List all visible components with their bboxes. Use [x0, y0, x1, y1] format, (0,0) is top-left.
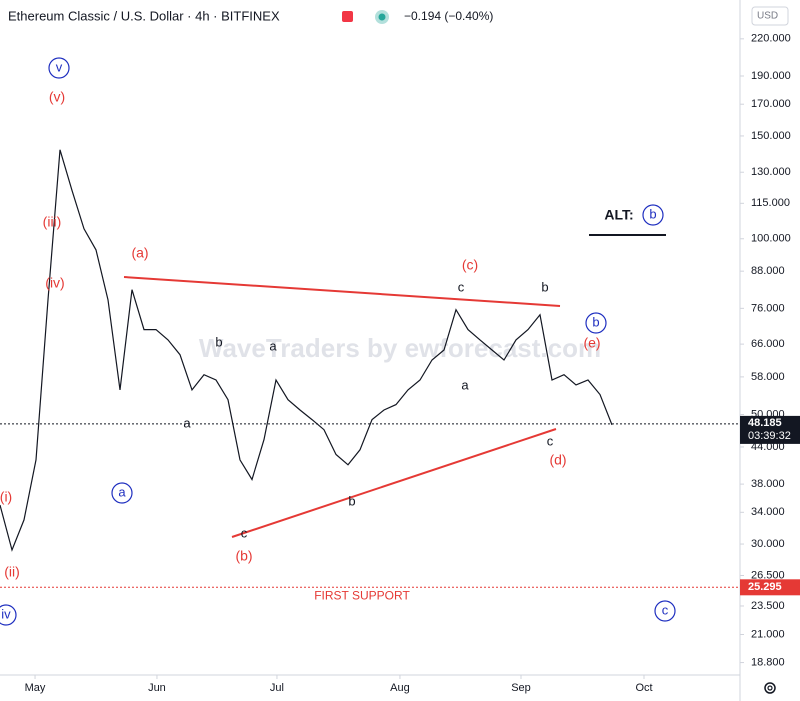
y-tick-label: 115.000	[751, 197, 790, 209]
y-tick-label: 76.000	[751, 302, 785, 314]
wave-label: a	[269, 338, 277, 353]
currency-button[interactable]	[751, 6, 789, 26]
support-box	[740, 579, 800, 596]
x-tick-label: Jun	[148, 682, 166, 694]
wave-label: b	[592, 314, 599, 329]
status-dot	[378, 13, 386, 21]
currency-label: USD	[757, 11, 778, 22]
y-tick-label: 220.000	[751, 33, 791, 45]
x-tick-label: May	[25, 682, 46, 694]
last-price-box	[740, 415, 800, 444]
y-tick-label: 18.800	[751, 656, 785, 668]
wave-circle	[654, 600, 676, 622]
y-tick-label: 190.000	[751, 70, 791, 82]
wave-circle	[111, 482, 133, 504]
y-tick-label: 66.000	[751, 338, 785, 350]
wave-label: b	[348, 493, 355, 508]
settings-icon[interactable]	[764, 682, 776, 694]
y-tick-label: 38.000	[751, 478, 785, 490]
y-tick-label: 23.500	[751, 600, 785, 612]
watermark: WaveTraders by ewforecast.com	[199, 333, 601, 363]
wave-label: b	[541, 279, 548, 294]
wave-label: a	[461, 377, 469, 392]
wave-label: (i)	[0, 489, 12, 505]
last-price-label: 48.185	[748, 417, 782, 429]
wave-label: (c)	[462, 257, 478, 273]
wave-label: (iv)	[45, 275, 64, 291]
wave-circle	[0, 604, 17, 626]
y-tick-label: 34.000	[751, 506, 785, 518]
wave-label: c	[547, 433, 554, 448]
wave-label: (d)	[549, 452, 566, 468]
wave-label: (b)	[235, 548, 252, 564]
wave-label: b	[215, 334, 222, 349]
price-change: −0.194 (−0.40%)	[404, 9, 493, 23]
support-label: 25.295	[748, 581, 782, 593]
alert-icon[interactable]	[342, 11, 353, 22]
wave-label: (iii)	[43, 214, 62, 230]
wave-label: (v)	[49, 89, 65, 105]
x-tick-label: Jul	[270, 682, 284, 694]
wave-label: a	[118, 484, 126, 499]
trendline-lower	[231, 428, 557, 538]
x-tick-label: Oct	[635, 682, 652, 694]
y-tick-label: 88.000	[751, 265, 785, 277]
y-tick-label: 30.000	[751, 538, 785, 550]
y-tick-label: 21.000	[751, 628, 785, 640]
wave-label: (a)	[131, 245, 148, 261]
wave-label: iv	[1, 606, 11, 621]
x-tick-label: Sep	[511, 682, 531, 694]
wave-label: b	[649, 206, 656, 221]
wave-label: c	[662, 602, 669, 617]
wave-label: a	[183, 415, 191, 430]
y-tick-label: 100.000	[751, 233, 791, 245]
support-name: FIRST SUPPORT	[314, 588, 410, 602]
wave-circle	[642, 204, 664, 226]
y-tick-label: 58.000	[751, 371, 785, 383]
wave-label: v	[56, 59, 63, 74]
trendline-upper	[123, 276, 561, 307]
y-tick-label: 170.000	[751, 98, 791, 110]
wave-label: c	[241, 525, 248, 540]
x-tick-label: Aug	[390, 682, 410, 694]
y-tick-label: 150.000	[751, 130, 791, 142]
y-tick-label: 26.500	[751, 569, 785, 581]
wave-circle	[48, 57, 70, 79]
wave-label: (e)	[583, 335, 600, 351]
price-line	[0, 149, 613, 552]
wave-circle	[585, 312, 607, 334]
alt-label: ALT:	[604, 207, 633, 223]
y-tick-label: 130.000	[751, 166, 791, 178]
countdown-label: 03:39:32	[748, 430, 791, 442]
chart-title: Ethereum Classic / U.S. Dollar · 4h · BI…	[8, 8, 280, 23]
wave-label: c	[458, 279, 465, 294]
wave-label: (ii)	[4, 564, 20, 580]
